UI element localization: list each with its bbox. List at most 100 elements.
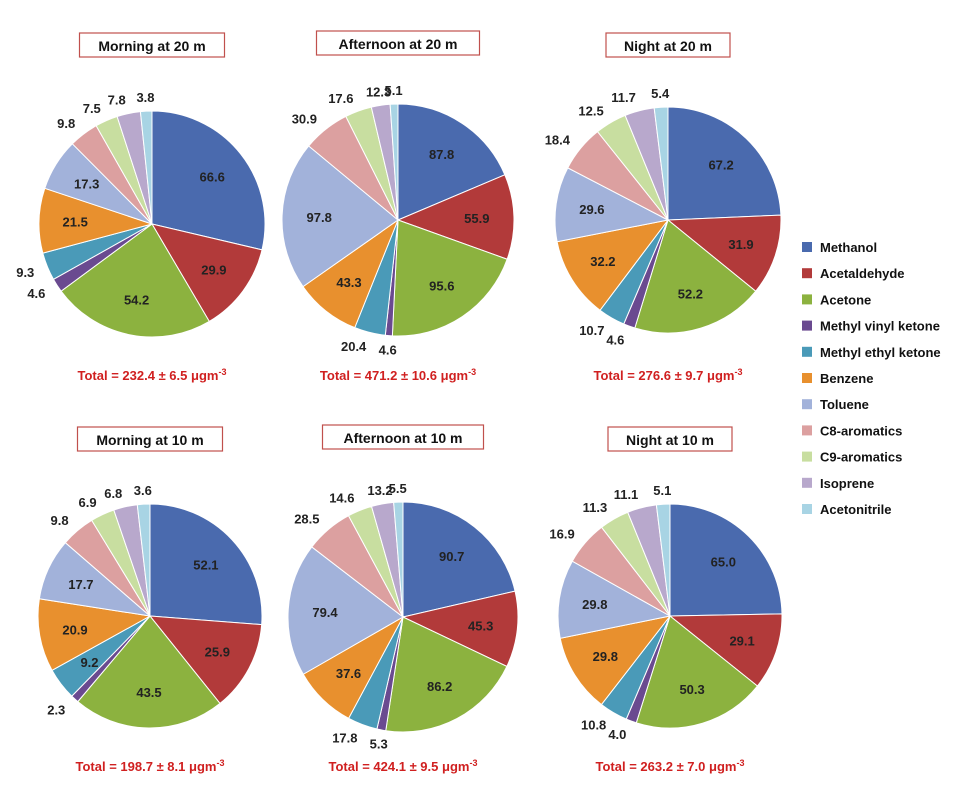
pie-title-text: Afternoon at 20 m — [338, 36, 457, 52]
legend-label: Acetonitrile — [820, 502, 892, 517]
pie-value-label: 5.3 — [370, 737, 388, 752]
pie-slice-acetone — [77, 615, 221, 729]
pie-slice-acetaldehyde — [150, 223, 263, 323]
pie-value-label: 20.9 — [62, 622, 87, 637]
legend-swatch — [802, 399, 812, 410]
pie-value-label: 5.1 — [385, 83, 403, 98]
pie-value-label: 90.7 — [439, 549, 464, 564]
pie-chart-3: 67.2 31.9 52.2 4.610.7 32.2 29.6 18.4 12.5 11.7 5… — [545, 32, 782, 383]
legend-swatch — [802, 346, 812, 357]
pie-title-box — [607, 426, 733, 452]
pie-slice-methanol — [397, 103, 506, 221]
pie-slice-methanol — [669, 503, 783, 617]
pie-total-label: Total = 263.2 ± 7.0 μgm-3 — [596, 758, 745, 774]
pie-value-label: 66.6 — [200, 169, 225, 184]
pie-value-label: 37.6 — [336, 666, 361, 681]
pie-value-label: 28.5 — [294, 512, 319, 527]
pie-value-label: 31.9 — [728, 237, 753, 252]
pie-title: Afternoon at 20 m — [315, 30, 481, 56]
pie-value-label: 29.8 — [582, 597, 607, 612]
legend-swatch — [802, 425, 812, 436]
pie-title: Afternoon at 10 m — [321, 424, 485, 450]
pie-value-label: 52.2 — [678, 287, 703, 302]
pie-value-label: 43.3 — [336, 275, 361, 290]
pie-value-label: 2.3 — [47, 702, 65, 717]
pie-value-label: 16.9 — [549, 527, 574, 542]
pie-value-label: 9.3 — [16, 265, 34, 280]
pie-slice-acetonitrile — [393, 501, 404, 618]
pie-value-label: 7.8 — [108, 93, 126, 108]
pie-value-label: 10.7 — [579, 323, 604, 338]
pie-value-label: 5.4 — [651, 86, 670, 101]
legend-label: C9-aromatics — [820, 450, 902, 465]
pie-value-label: 54.2 — [124, 292, 149, 307]
pie-slice-toluene — [281, 145, 399, 288]
legend-label: Toluene — [820, 397, 869, 412]
pie-title-text: Morning at 10 m — [96, 432, 203, 448]
pie-title-box — [605, 32, 731, 58]
pie-value-label: 11.7 — [611, 90, 636, 105]
pie-value-label: 45.3 — [468, 619, 493, 634]
pie-value-label: 29.1 — [729, 634, 754, 649]
legend-label: Acetone — [820, 292, 871, 307]
pie-slice-toluene — [554, 167, 670, 243]
pie-value-label: 20.4 — [341, 339, 367, 354]
pie-title-text: Night at 10 m — [626, 432, 714, 448]
pie-value-label: 3.8 — [136, 90, 154, 105]
legend-swatch — [802, 477, 812, 488]
pie-slice-benzene — [37, 598, 152, 672]
pie-value-label: 4.6 — [379, 343, 397, 358]
pie-total-label: Total = 198.7 ± 8.1 μgm-3 — [76, 758, 225, 774]
pie-value-label: 13.2 — [367, 483, 392, 498]
pie-value-label: 97.8 — [307, 210, 332, 225]
pie-total-label: Total = 276.6 ± 9.7 μgm-3 — [594, 367, 743, 383]
pie-value-label: 11.3 — [583, 500, 608, 515]
pie-slice-methanol — [151, 110, 266, 251]
pie-value-label: 65.0 — [711, 555, 736, 570]
pie-slice-acetone — [634, 219, 757, 334]
pie-title: Night at 10 m — [607, 426, 733, 452]
legend-label: Isoprene — [820, 476, 874, 491]
pie-slice-methanol — [667, 106, 782, 221]
pie-value-label: 12.3 — [366, 85, 391, 100]
pie-slice-acetone — [635, 615, 759, 729]
pie-value-label: 17.6 — [328, 91, 353, 106]
pie-slice-acetonitrile — [136, 503, 151, 617]
pie-value-label: 4.6 — [27, 286, 45, 301]
legend-label: Methyl ethyl ketone — [820, 345, 941, 360]
pie-value-label: 32.2 — [590, 254, 615, 269]
pie-title: Night at 20 m — [605, 32, 731, 58]
pie-slice-acetone — [385, 616, 508, 733]
pie-chart-2: 87.8 55.9 95.6 4.6 20.4 43.3 97.8 30.9 17.6 12.35… — [281, 30, 515, 383]
pie-value-label: 17.3 — [74, 177, 99, 192]
legend-swatch — [802, 294, 812, 305]
pie-title-text: Morning at 20 m — [98, 38, 205, 54]
pie-slice-acetaldehyde — [396, 174, 515, 260]
pie-value-label: 7.5 — [83, 101, 101, 116]
legend-swatch — [802, 268, 812, 279]
pie-slice-acetone — [391, 219, 508, 337]
pie-slice-acetonitrile — [655, 503, 671, 617]
pie-title-box — [78, 32, 226, 58]
legend-label: Acetaldehyde — [820, 266, 905, 281]
pie-value-label: 29.6 — [579, 202, 604, 217]
legend-swatch — [802, 451, 812, 462]
pie-slice-benzene — [556, 219, 670, 311]
pie-slice-benzene — [559, 615, 672, 706]
pie-slice-acetonitrile — [139, 110, 153, 225]
legend-swatch — [802, 320, 812, 331]
legend: Methanol Acetaldehyde Acetone Methyl vinyl … — [802, 240, 941, 517]
pie-value-label: 6.9 — [79, 495, 97, 510]
legend-label: Methanol — [820, 240, 877, 255]
pie-total-label: Total = 471.2 ± 10.6 μgm-3 — [320, 367, 476, 383]
pie-value-label: 12.5 — [578, 104, 603, 119]
pie-title: Morning at 10 m — [76, 426, 224, 452]
pie-value-label: 52.1 — [193, 557, 218, 572]
pie-slice-acetonitrile — [389, 103, 399, 221]
pie-value-label: 4.6 — [606, 332, 624, 347]
pie-value-label: 9.8 — [57, 116, 75, 131]
pie-title: Morning at 20 m — [78, 32, 226, 58]
pie-value-label: 18.4 — [545, 132, 571, 147]
legend-swatch — [802, 504, 812, 514]
